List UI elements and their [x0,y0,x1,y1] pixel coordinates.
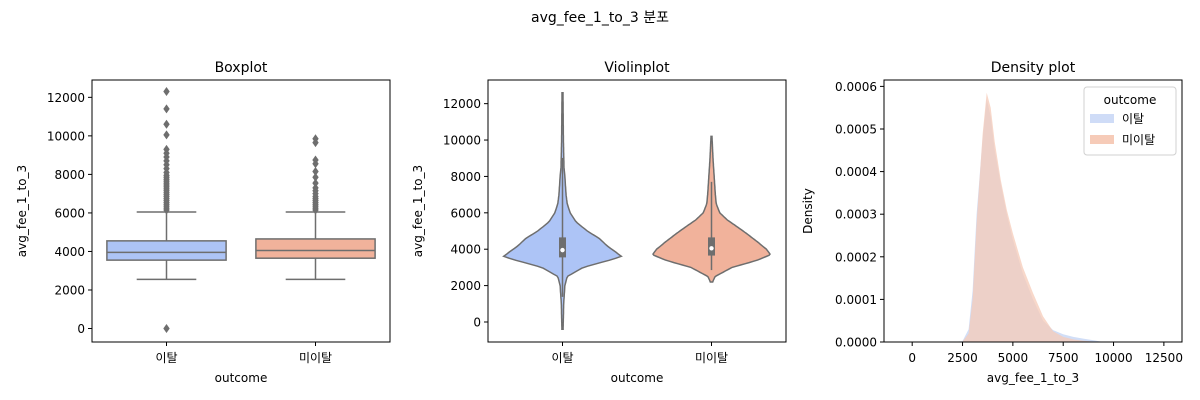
y-tick-label: 0 [473,315,481,329]
box-body [106,240,227,261]
legend-entry-churn: 이탈 [1122,112,1144,126]
x-tick-label: 미이탈 [299,351,332,365]
y-tick-label: 4000 [450,243,481,257]
y-tick-label: 6000 [450,206,481,220]
y-tick-label: 0.0000 [835,336,877,350]
box-outlier [163,324,170,334]
box-outlier [312,155,319,165]
y-tick-label: 8000 [450,170,481,184]
boxplot-panel: 0 2000 4000 6000 8000 10000 12000 이탈 미이탈 Boxplo… [15,60,391,385]
density-panel: 0.0000 0.0001 0.0002 0.0003 0.0004 0.0005 0.00… [801,60,1183,385]
box-outlier [163,119,170,129]
box-outlier [312,134,319,144]
y-tick-label: 2000 [54,283,85,297]
boxplot-marks [106,87,376,334]
violin-iqr-box [559,237,566,258]
boxplot-x-ticks: 이탈 미이탈 [155,342,332,365]
x-tick-label: 2500 [947,351,978,365]
density-legend: outcome 이탈 미이탈 [1083,86,1177,156]
violinplot-frame [487,79,787,343]
y-tick-label: 10000 [443,134,481,148]
density-ylabel: Density [801,188,815,234]
x-tick-label: 이탈 [551,351,573,365]
x-tick-label: 5000 [998,351,1029,365]
y-tick-label: 12000 [443,97,481,111]
y-tick-label: 0.0006 [835,80,877,94]
box-outlier [163,87,170,97]
density-frame [883,79,1183,343]
legend-title: outcome [1104,93,1157,107]
violinplot-xlabel: outcome [611,371,664,385]
boxplot-y-ticks: 0 2000 4000 6000 8000 10000 12000 [47,91,92,336]
x-tick-label: 이탈 [155,351,177,365]
x-tick-label: 10000 [1094,351,1132,365]
y-tick-label: 6000 [54,206,85,220]
density-xlabel: avg_fee_1_to_3 [987,371,1079,385]
y-tick-label: 0.0001 [835,293,877,307]
y-tick-label: 0.0002 [835,250,877,264]
density-area-stay [952,92,1104,342]
density-x-ticks: 0 2500 5000 7500 10000 12500 [908,342,1183,365]
box-body [255,238,376,259]
boxplot-title: Boxplot [215,60,268,76]
y-tick-label: 0.0004 [835,165,877,179]
density-y-ticks: 0.0000 0.0001 0.0002 0.0003 0.0004 0.0005 0.00… [835,80,884,350]
x-tick-label: 12500 [1145,351,1183,365]
box-outlier [312,178,319,188]
violinplot-y-ticks: 0 2000 4000 6000 8000 10000 12000 [443,97,488,329]
figure-suptitle: avg_fee_1_to_3 분포 [531,10,669,26]
x-tick-label: 0 [908,351,916,365]
density-marks [952,92,1104,342]
boxplot-xlabel: outcome [215,371,268,385]
y-tick-label: 8000 [54,168,85,182]
violinplot-title: Violinplot [604,60,670,76]
boxplot-frame [91,79,391,343]
x-tick-label: 미이탈 [695,351,728,365]
violinplot-panel: 0 2000 4000 6000 8000 10000 12000 이탈 미이탈 Violin… [411,60,787,385]
box-outlier [312,172,319,182]
y-tick-label: 0.0005 [835,122,877,136]
x-tick-label: 7500 [1048,351,1079,365]
y-tick-label: 2000 [450,279,481,293]
box-outlier [312,167,319,177]
violinplot-ylabel: avg_fee_1_to_3 [411,165,425,257]
violinplot-marks [502,91,771,331]
legend-swatch-churn [1090,114,1114,123]
density-title: Density plot [991,60,1076,76]
violinplot-x-ticks: 이탈 미이탈 [551,342,728,365]
box-outlier [163,104,170,114]
legend-swatch-stay [1090,135,1114,144]
legend-entry-stay: 미이탈 [1122,133,1155,147]
box-outlier [312,183,319,193]
box-outlier [163,130,170,140]
boxplot-ylabel: avg_fee_1_to_3 [15,165,29,257]
y-tick-label: 12000 [47,91,85,105]
violin-median-dot [560,247,565,253]
y-tick-label: 0.0003 [835,208,877,222]
y-tick-label: 0 [77,322,85,336]
box-outlier [163,144,170,154]
violin-median-dot [709,246,714,251]
y-tick-label: 10000 [47,129,85,143]
y-tick-label: 4000 [54,245,85,259]
